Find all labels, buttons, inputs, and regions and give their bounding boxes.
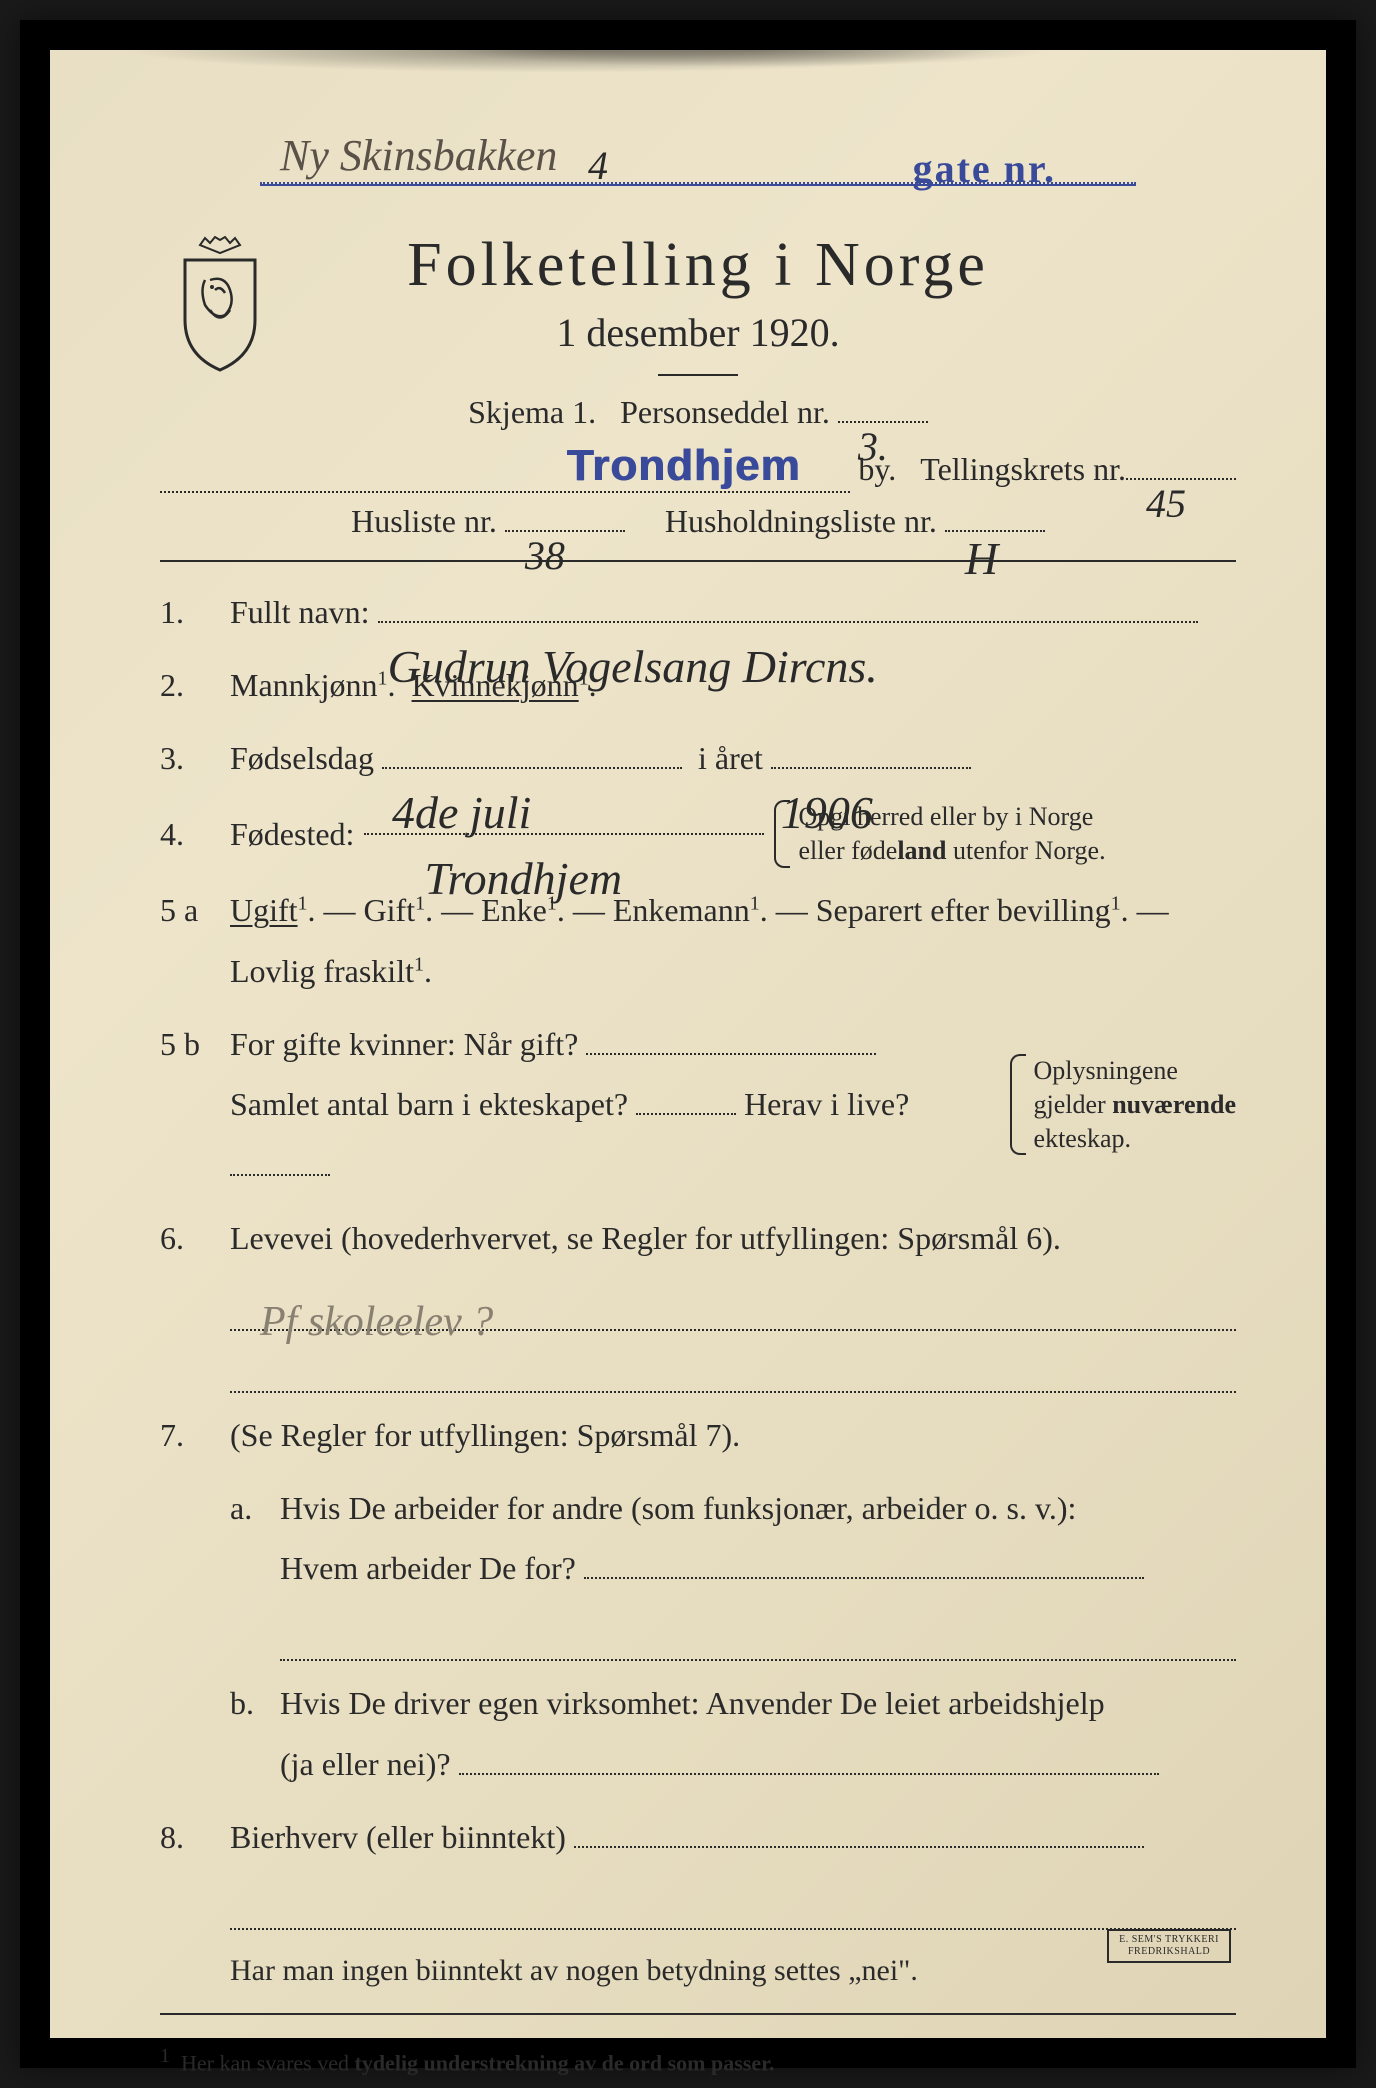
q3-row: 3. Fødselsdag 4de juli i året 1906 bbox=[160, 728, 1236, 789]
q2-row: 2. Mannkjønn1. Kvinnekjønn1. bbox=[160, 655, 1236, 716]
q4-num: 4. bbox=[160, 804, 230, 865]
tellingskrets-label: Tellingskrets nr. bbox=[920, 451, 1126, 488]
husliste-label: Husliste nr. bbox=[351, 503, 497, 539]
q7-num: 7. bbox=[160, 1405, 230, 1466]
q4-note: Opgi herred eller by i Norge eller fødel… bbox=[774, 800, 1105, 868]
section-rule-1 bbox=[160, 560, 1236, 562]
q5b-note2: gjelder nuværende bbox=[1034, 1090, 1236, 1119]
q8-label: Bierhverv (eller biinntekt) bbox=[230, 1819, 566, 1855]
q7-row: 7. (Se Regler for utfyllingen: Spørsmål … bbox=[160, 1405, 1236, 1466]
q4-row: 4. Fødested: Trondhjem Opgi herred eller… bbox=[160, 800, 1236, 868]
q3-num: 3. bbox=[160, 728, 230, 789]
skjema-label: Skjema 1. bbox=[468, 394, 596, 430]
q6-value: Pf skoleelev ? bbox=[260, 1283, 493, 1329]
q8-num: 8. bbox=[160, 1807, 230, 1868]
census-date: 1 desember 1920. bbox=[160, 309, 1236, 356]
questions: 1. Fullt navn: Gudrun Vogelsang Dircns. … bbox=[160, 582, 1236, 1999]
q2-num: 2. bbox=[160, 655, 230, 716]
street-address-line: Ny Skinsbakken gate nr. 4 bbox=[160, 140, 1236, 200]
q7-label: (Se Regler for utfyllingen: Spørsmål 7). bbox=[230, 1417, 740, 1453]
q6-num: 6. bbox=[160, 1208, 230, 1269]
q7a-text2: Hvem arbeider De for? bbox=[280, 1550, 576, 1586]
q1-label: Fullt navn: bbox=[230, 594, 370, 630]
q5b-num: 5 b bbox=[160, 1014, 230, 1075]
q5a-ugift: Ugift bbox=[230, 892, 298, 928]
q5a-row: 5 a Ugift1. — Gift1. — Enke1. — Enkemann… bbox=[160, 880, 1236, 1002]
q7a-line2 bbox=[280, 1611, 1236, 1661]
q5a-separert: Separert efter bevilling bbox=[816, 892, 1111, 928]
printer-line2: FREDRIKSHALD bbox=[1128, 1946, 1210, 1957]
q7b-row: b. Hvis De driver egen virksomhet: Anven… bbox=[230, 1673, 1236, 1795]
census-form-page: Ny Skinsbakken gate nr. 4 Folketelling i… bbox=[20, 20, 1356, 2068]
q3-year-label: i året bbox=[698, 740, 763, 776]
q3-label: Fødselsdag bbox=[230, 740, 374, 776]
q5b-row: 5 b For gifte kvinner: Når gift? Samlet … bbox=[160, 1014, 1236, 1196]
q5b-alive: Herav i live? bbox=[744, 1086, 909, 1122]
street-underline bbox=[260, 182, 1136, 186]
q4-note-line1: Opgi herred eller by i Norge bbox=[798, 802, 1093, 831]
title-rule bbox=[658, 374, 738, 376]
footnote-text: Her kan svares ved tydelig understreknin… bbox=[181, 2050, 774, 2075]
q5a-gift: Gift bbox=[364, 892, 416, 928]
q7a-row: a. Hvis De arbeider for andre (som funks… bbox=[230, 1478, 1236, 1600]
q7b-label: b. bbox=[230, 1673, 280, 1734]
q5a-num: 5 a bbox=[160, 880, 230, 941]
q4-label: Fødested: bbox=[230, 804, 354, 865]
husholdning-label: Husholdningsliste nr. bbox=[665, 503, 937, 539]
q5b-label: For gifte kvinner: Når gift? bbox=[230, 1026, 578, 1062]
q7a-text1: Hvis De arbeider for andre (som funksjon… bbox=[280, 1490, 1076, 1526]
q7a-label: a. bbox=[230, 1478, 280, 1539]
q5a-fraskilt: Lovlig fraskilt bbox=[230, 953, 414, 989]
footnote: 1 Her kan svares ved tydelig understrekn… bbox=[160, 2045, 1236, 2076]
q5b-children: Samlet antal barn i ekteskapet? bbox=[230, 1086, 628, 1122]
q5b-note: Oplysningene gjelder nuværende ekteskap. bbox=[1010, 1054, 1236, 1155]
by-label: by. bbox=[858, 451, 896, 488]
q6-line2 bbox=[230, 1343, 1236, 1393]
q8-row: 8. Bierhverv (eller biinntekt) bbox=[160, 1807, 1236, 1868]
printer-mark: E. SEM'S TRYKKERI FREDRIKSHALD bbox=[1107, 1929, 1231, 1963]
q7b-text2: (ja eller nei)? bbox=[280, 1746, 451, 1782]
section-rule-2 bbox=[160, 2013, 1236, 2015]
q5a-enke: Enke bbox=[481, 892, 547, 928]
form-metadata: Skjema 1. Personseddel nr. 3. Trondhjem … bbox=[160, 394, 1236, 540]
title-block: Folketelling i Norge 1 desember 1920. bbox=[160, 230, 1236, 376]
q8-note: Har man ingen biinntekt av nogen betydni… bbox=[230, 1942, 1236, 1999]
coat-of-arms-icon bbox=[170, 235, 270, 375]
main-title: Folketelling i Norge bbox=[160, 230, 1236, 301]
q5b-note3: ekteskap. bbox=[1034, 1124, 1131, 1153]
personseddel-label: Personseddel nr. bbox=[620, 394, 830, 430]
q7b-text1: Hvis De driver egen virksomhet: Anvender… bbox=[280, 1685, 1105, 1721]
q8-line2 bbox=[230, 1880, 1236, 1930]
q6-row: 6. Levevei (hovederhvervet, se Regler fo… bbox=[160, 1208, 1236, 1269]
street-name-handwritten: Ny Skinsbakken bbox=[280, 130, 557, 181]
q6-line1: Pf skoleelev ? bbox=[230, 1281, 1236, 1331]
q6-label: Levevei (hovederhvervet, se Regler for u… bbox=[230, 1220, 1061, 1256]
q4-note-line2: eller fødeland utenfor Norge. bbox=[798, 836, 1105, 865]
q2-female: Kvinnekjønn bbox=[412, 667, 579, 703]
printer-line1: E. SEM'S TRYKKERI bbox=[1119, 1934, 1219, 1945]
q1-row: 1. Fullt navn: Gudrun Vogelsang Dircns. bbox=[160, 582, 1236, 643]
crest-svg bbox=[170, 235, 270, 375]
q1-num: 1. bbox=[160, 582, 230, 643]
q5a-enkemann: Enkemann bbox=[613, 892, 750, 928]
q2-male: Mannkjønn bbox=[230, 667, 378, 703]
city-stamp: Trondhjem bbox=[566, 441, 800, 490]
q5b-note1: Oplysningene bbox=[1034, 1056, 1178, 1085]
